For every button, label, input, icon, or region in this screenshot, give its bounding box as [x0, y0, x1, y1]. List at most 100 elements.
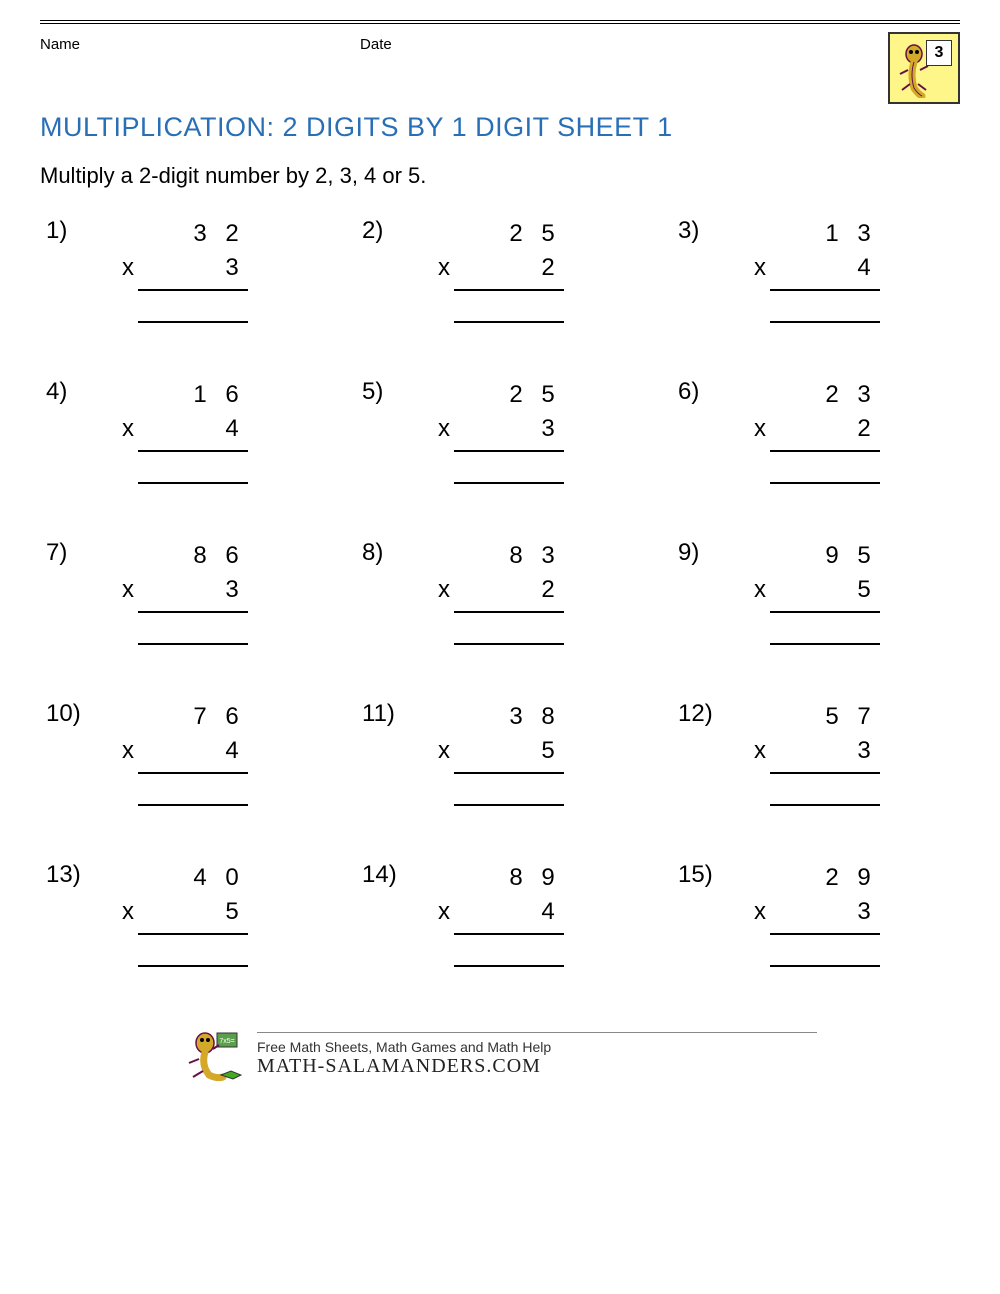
answer-rule [454, 482, 564, 484]
name-label: Name [40, 36, 80, 53]
multiplier-digit: 2 [532, 254, 564, 282]
answer-rule [770, 321, 880, 323]
problem: 9) 95x5 [678, 539, 954, 645]
operator-symbol: x [436, 737, 468, 765]
multiplier-row: x2 [424, 573, 564, 607]
answer-space [740, 935, 880, 965]
operator-symbol: x [436, 254, 468, 282]
multiplier-row: x3 [740, 895, 880, 929]
operator-symbol: x [436, 898, 468, 926]
multiplicand-row: 38 [424, 700, 564, 734]
digit-tens: 2 [500, 220, 532, 248]
multiplicand-row: 23 [740, 378, 880, 412]
operator-symbol: x [436, 415, 468, 443]
digit-tens: 5 [816, 703, 848, 731]
answer-space [108, 291, 248, 321]
problem: 8)83x2 [362, 539, 638, 645]
answer-rule [770, 482, 880, 484]
answer-rule [138, 804, 248, 806]
answer-space [108, 613, 248, 643]
operator-symbol: x [120, 898, 152, 926]
digit-tens: 8 [500, 864, 532, 892]
digit-tens: 8 [500, 542, 532, 570]
answer-space [424, 774, 564, 804]
digit-ones: 3 [848, 381, 880, 409]
problem: 3)13x4 [678, 217, 954, 323]
multiplier-digit: 4 [532, 898, 564, 926]
answer-rule [138, 321, 248, 323]
answer-space [108, 452, 248, 482]
operator-symbol: x [120, 737, 152, 765]
multiplicand-row: 16 [108, 378, 248, 412]
problem: 14)89x4 [362, 861, 638, 967]
multiplicand-row: 86 [108, 539, 248, 573]
problem: 4)16x4 [46, 378, 322, 484]
question-number: 6) [678, 378, 732, 406]
digit-ones: 9 [848, 864, 880, 892]
answer-space [424, 613, 564, 643]
problem: 12)57x3 [678, 700, 954, 806]
operator-symbol: x [752, 254, 784, 282]
problem: 5)25x3 [362, 378, 638, 484]
operator-symbol: x [120, 254, 152, 282]
multiplier-digit: 3 [216, 576, 248, 604]
multiplicand-row: 25 [424, 217, 564, 251]
question-number: 11) [362, 700, 416, 728]
answer-rule [454, 965, 564, 967]
answer-rule [454, 643, 564, 645]
digit-tens: 2 [816, 381, 848, 409]
digit-ones: 8 [532, 703, 564, 731]
multiplication-stack: 32x3 [108, 217, 248, 323]
multiplicand-row: 29 [740, 861, 880, 895]
digit-ones: 7 [848, 703, 880, 731]
multiplier-digit: 3 [848, 898, 880, 926]
digit-tens: 8 [184, 542, 216, 570]
answer-rule [138, 643, 248, 645]
multiplier-row: x2 [424, 251, 564, 285]
multiplication-stack: 40x5 [108, 861, 248, 967]
problem: 10) 76x4 [46, 700, 322, 806]
footer-tagline: Free Math Sheets, Math Games and Math He… [257, 1039, 817, 1055]
problem-grid: 1)32x32)25x23)13x44)16x45)25x36)23x27)86… [40, 217, 960, 967]
answer-space [424, 291, 564, 321]
digit-ones: 3 [848, 220, 880, 248]
digit-ones: 3 [532, 542, 564, 570]
footer-salamander-icon: 7x5= [183, 1027, 243, 1082]
multiplication-stack: 89 x 4 [424, 861, 564, 967]
digit-tens: 1 [816, 220, 848, 248]
operator-symbol: x [120, 415, 152, 443]
operator-symbol: x [752, 898, 784, 926]
multiplication-stack: 95x5 [740, 539, 880, 645]
question-number: 9) [678, 539, 732, 567]
multiplicand-row: 57 [740, 700, 880, 734]
question-number: 13) [46, 861, 100, 889]
multiplier-row: x4 [740, 251, 880, 285]
multiplier-row: x4 [108, 412, 248, 446]
footer-brand: MATH-SALAMANDERS.COM [257, 1055, 817, 1078]
answer-rule [454, 804, 564, 806]
multiplier-row: x4 [108, 734, 248, 768]
multiplicand-row: 76 [108, 700, 248, 734]
multiplier-row: x3 [740, 734, 880, 768]
multiplication-stack: 76x4 [108, 700, 248, 806]
answer-space [740, 774, 880, 804]
operator-symbol: x [752, 576, 784, 604]
multiplier-digit: 4 [848, 254, 880, 282]
question-number: 2) [362, 217, 416, 245]
multiplier-row: x5 [424, 734, 564, 768]
header-row: Name Date 3 [40, 32, 960, 104]
worksheet-title: MULTIPLICATION: 2 DIGITS BY 1 DIGIT SHEE… [40, 112, 960, 143]
multiplicand-row: 25 [424, 378, 564, 412]
multiplier-digit: 2 [532, 576, 564, 604]
multiplicand-row: 32 [108, 217, 248, 251]
digit-ones: 2 [216, 220, 248, 248]
answer-space [108, 774, 248, 804]
question-number: 10) [46, 700, 100, 728]
multiplier-digit: 2 [848, 415, 880, 443]
digit-tens: 1 [184, 381, 216, 409]
multiplication-stack: 83 x2 [424, 539, 564, 645]
digit-ones: 9 [532, 864, 564, 892]
multiplication-stack: 57x3 [740, 700, 880, 806]
digit-ones: 6 [216, 703, 248, 731]
digit-tens: 9 [816, 542, 848, 570]
